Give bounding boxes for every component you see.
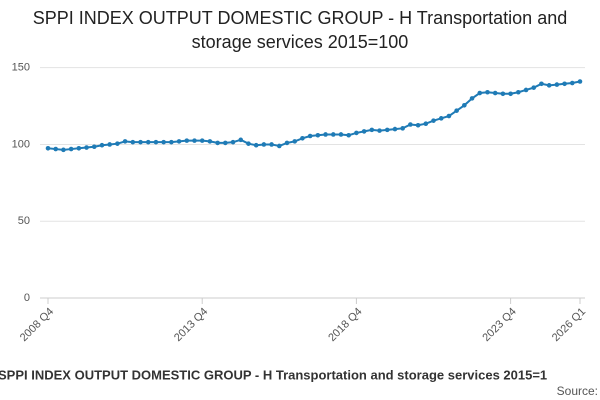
point [215,140,220,146]
point [400,126,405,131]
point [192,138,197,143]
point [91,144,97,150]
point [516,89,521,95]
footer: SPPI INDEX OUTPUT DOMESTIC GROUP - H Tra… [0,367,547,382]
point [323,132,328,137]
point [384,127,390,133]
point [577,79,583,84]
point [292,139,298,144]
point [315,132,321,138]
point [161,139,166,145]
point [531,85,537,90]
y-tick-label: 100 [12,138,30,150]
point [392,126,398,132]
x-tick-label: 2026 Q1 [550,306,588,344]
point [84,145,89,150]
point [477,90,483,96]
point [99,142,105,148]
point [438,116,444,121]
point [377,128,382,133]
point [508,91,513,97]
point [199,138,205,143]
point [361,129,367,134]
point [253,142,259,148]
point [307,133,313,139]
point [277,143,282,149]
y-tick-label: 0 [24,292,30,304]
y-tick-label: 50 [18,215,30,227]
point [122,139,128,144]
point [469,96,475,101]
point [346,132,351,138]
point [454,108,459,113]
point [115,141,120,146]
point [492,90,498,96]
point [330,132,336,137]
x-tick-label: 2018 Q4 [326,306,364,344]
point [223,140,228,146]
point [554,82,560,87]
point [238,137,244,143]
point [61,147,66,153]
x-tick-label: 2013 Q4 [172,306,210,344]
point [261,142,267,147]
point [184,138,190,143]
point [431,118,436,123]
point [369,127,375,133]
point [500,91,506,97]
chart-title: SPPI INDEX OUTPUT DOMESTIC GROUP - H Tra… [32,8,568,52]
point [462,102,467,108]
point [230,139,236,145]
point [246,141,251,146]
y-tick-label: 150 [12,62,30,74]
point [45,145,51,151]
point [207,139,213,144]
point [485,89,490,95]
point [300,136,305,141]
point [269,142,274,147]
point [569,80,575,86]
point [539,81,544,87]
source: Source: [557,384,598,398]
point [415,122,421,128]
point [354,130,359,136]
point [138,139,143,145]
point [408,122,413,127]
point [153,139,159,145]
point [145,139,151,145]
line [47,80,581,151]
point [169,139,174,145]
point [423,121,429,127]
point [523,87,529,93]
x-tick-label: 2023 Q4 [480,306,518,344]
point [338,132,344,137]
point [446,113,452,119]
point [53,146,59,152]
point [76,145,82,151]
point [546,83,552,88]
point [284,140,290,146]
point [107,142,112,147]
point [176,139,182,144]
point [130,139,136,145]
x-tick-label: 2008 Q4 [18,306,56,344]
point [562,81,567,87]
point [68,146,74,152]
